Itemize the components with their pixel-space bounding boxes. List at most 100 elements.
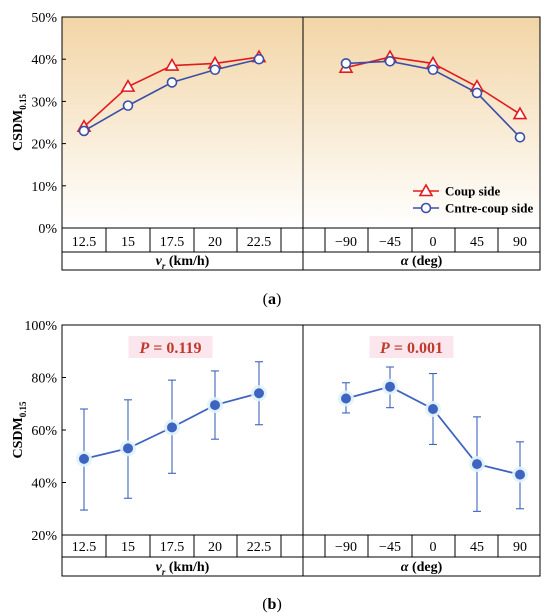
p-value-label: P = 0.001: [379, 340, 443, 357]
y-tick-label: 100%: [24, 319, 57, 334]
x-tick-label: 0: [430, 540, 437, 555]
x-tick-label: 20: [208, 235, 222, 250]
p-value-symbol: P: [379, 340, 390, 357]
data-point: [254, 388, 264, 399]
x-axis-label-unit: (deg): [408, 254, 442, 269]
data-point-circle: [427, 64, 439, 76]
data-point-circle: [166, 77, 178, 88]
chart-b: 20% 40% 60% 80% 100% CSDM0.15 12.5 15 17.5 20 22.5…: [11, 319, 541, 613]
panel-label-part: (: [262, 596, 267, 613]
x-axis-label-symbol: v: [156, 254, 163, 269]
x-tick-label: −90: [335, 235, 357, 250]
x-tick-label: −45: [379, 235, 401, 250]
y-tick-label: 10%: [31, 180, 57, 195]
plot-background: [62, 17, 540, 228]
y-tick-label: 60%: [31, 424, 57, 439]
legend-marker: [418, 183, 434, 197]
data-point-circle: [78, 125, 90, 137]
y-tick-label: 40%: [31, 477, 57, 492]
p-value-number: = 0.001: [390, 340, 443, 357]
panel-label-part: (: [263, 291, 268, 308]
data-point: [79, 453, 89, 464]
x-axis-label: α (deg): [401, 254, 443, 269]
data-point-circle: [340, 58, 352, 69]
data-point-circle: [514, 131, 526, 143]
data-point-circle: [253, 53, 265, 65]
data-point-triangle: [512, 106, 528, 120]
x-tick-label: 45: [470, 235, 484, 250]
y-tick-label: 20%: [31, 529, 57, 544]
x-tick-label: 17.5: [160, 540, 185, 555]
data-point-circle: [209, 64, 221, 76]
x-axis-label-symbol: α: [401, 254, 409, 269]
x-axis-label: vr (km/h): [156, 254, 210, 271]
x-tick-label: −45: [379, 540, 401, 555]
x-axis-label-symbol: v: [156, 560, 163, 575]
p-value-background: [369, 336, 454, 358]
data-point-circle: [384, 56, 396, 67]
legend-label: Coup side: [445, 184, 500, 199]
x-axis-label: α (deg): [401, 560, 443, 575]
x-tick-label: 12.5: [72, 540, 97, 555]
panel-label: (b): [262, 596, 282, 613]
p-value-symbol: P: [138, 340, 149, 357]
x-axis-label-sub: r: [162, 567, 166, 577]
x-tick-label: 15: [121, 540, 135, 555]
data-point-circle: [471, 87, 483, 99]
x-axis-label: vr (km/h): [156, 560, 210, 577]
x-axis-label-symbol: α: [401, 560, 409, 575]
panel-label-part: a: [268, 291, 276, 308]
y-axis-label: CSDM0.15: [11, 401, 28, 458]
y-tick-label: 20%: [31, 138, 57, 153]
x-tick-label: 20: [208, 540, 222, 555]
data-point: [210, 400, 220, 411]
y-tick-label: 0%: [38, 222, 57, 237]
data-point-circle: [122, 100, 134, 111]
x-tick-label: 45: [470, 540, 484, 555]
data-point: [167, 422, 177, 433]
panel-label: (a): [263, 291, 282, 308]
x-axis-label-unit: (deg): [408, 560, 442, 575]
p-value-background: [128, 336, 213, 358]
x-tick-label: 15: [121, 235, 135, 250]
x-tick-label: 90: [513, 235, 527, 250]
y-tick-label: 40%: [31, 53, 57, 68]
category-table-frame: [61, 227, 541, 271]
y-axis-label-main: CSDM: [11, 417, 26, 458]
p-value-number: = 0.119: [149, 340, 201, 357]
x-axis-label-unit: (km/h): [165, 560, 209, 575]
data-point-triangle: [164, 57, 180, 71]
data-point: [385, 381, 395, 392]
x-axis-label-unit: (km/h): [165, 254, 209, 269]
category-table-frame: [61, 534, 541, 577]
x-tick-label: 22.5: [247, 235, 272, 250]
chart-a: 0% 10% 20% 30% 40% 50% CSDM0.15 12.5 15 17.5 20 22.…: [11, 11, 541, 308]
y-axis-label-sub: 0.15: [18, 401, 28, 417]
x-tick-label: 22.5: [247, 540, 272, 555]
data-point: [123, 443, 133, 454]
y-axis-label-sub: 0.15: [18, 94, 28, 110]
x-tick-label: 90: [513, 540, 527, 555]
x-axis-label-sub: r: [162, 261, 166, 271]
y-tick-label: 80%: [31, 372, 57, 387]
data-point: [428, 404, 438, 414]
p-value-label: P = 0.119: [138, 340, 201, 357]
x-tick-label: −90: [335, 540, 357, 555]
y-axis-label-main: CSDM: [11, 110, 26, 151]
y-tick-label: 50%: [31, 11, 57, 26]
panel-label-part: b: [268, 596, 277, 613]
panel-label-part: ): [276, 596, 281, 613]
data-point: [515, 469, 525, 480]
x-tick-label: 12.5: [72, 235, 97, 250]
panel-label-part: ): [276, 291, 281, 308]
y-tick-label: 30%: [31, 95, 57, 110]
y-axis-label: CSDM0.15: [11, 94, 28, 151]
legend-label: Cntre-coup side: [445, 201, 533, 216]
data-point: [472, 459, 482, 470]
legend-marker: [420, 202, 432, 214]
x-tick-label: 17.5: [160, 235, 185, 250]
data-point-triangle: [120, 79, 136, 92]
data-point: [341, 393, 351, 404]
x-tick-label: 0: [430, 235, 437, 250]
